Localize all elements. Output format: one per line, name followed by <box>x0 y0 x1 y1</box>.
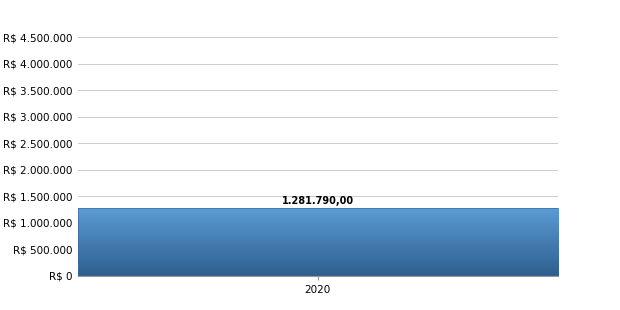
Text: 1.281.790,00: 1.281.790,00 <box>281 196 354 206</box>
Bar <box>78 208 558 276</box>
